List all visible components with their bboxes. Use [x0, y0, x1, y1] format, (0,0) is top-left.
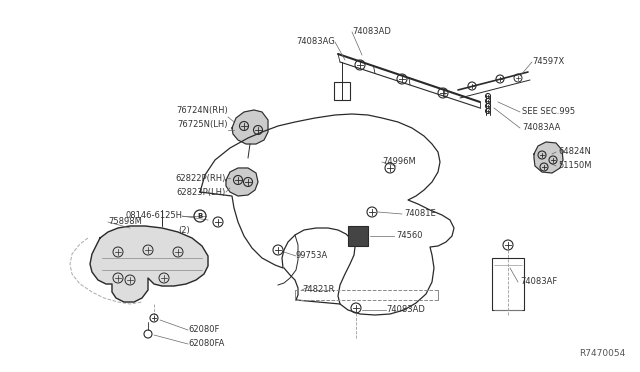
Polygon shape — [90, 226, 208, 302]
Text: 74083AD: 74083AD — [386, 305, 425, 314]
Text: 74083AG: 74083AG — [296, 38, 335, 46]
Text: 75898M: 75898M — [108, 218, 142, 227]
Text: 08146-6125H: 08146-6125H — [125, 212, 182, 221]
Text: 76724N(RH): 76724N(RH) — [176, 106, 228, 115]
Text: 76725N(LH): 76725N(LH) — [177, 119, 228, 128]
Text: 74560: 74560 — [396, 231, 422, 241]
Text: SEE SEC.995: SEE SEC.995 — [522, 108, 575, 116]
Text: R7470054: R7470054 — [579, 349, 625, 358]
Text: 62080FA: 62080FA — [188, 340, 225, 349]
Text: 62080F: 62080F — [188, 326, 220, 334]
Text: 64824N: 64824N — [558, 148, 591, 157]
Text: 74996M: 74996M — [382, 157, 416, 167]
Polygon shape — [232, 110, 268, 144]
Text: 51150M: 51150M — [558, 161, 591, 170]
Text: 74083AF: 74083AF — [520, 278, 557, 286]
Text: 62823P(LH): 62823P(LH) — [177, 187, 226, 196]
Text: 99753A: 99753A — [296, 251, 328, 260]
Bar — [334, 82, 350, 100]
Polygon shape — [226, 168, 258, 196]
Bar — [492, 258, 524, 310]
Text: 74081E: 74081E — [404, 209, 436, 218]
Text: 74597X: 74597X — [532, 58, 564, 67]
Text: 74083AD: 74083AD — [352, 28, 391, 36]
Polygon shape — [534, 142, 563, 173]
Text: (2): (2) — [179, 225, 190, 234]
Text: 74821R: 74821R — [302, 285, 334, 295]
Bar — [348, 226, 368, 246]
Text: 62822P(RH): 62822P(RH) — [175, 173, 226, 183]
Text: B: B — [197, 213, 203, 219]
Text: 74083AA: 74083AA — [522, 124, 561, 132]
